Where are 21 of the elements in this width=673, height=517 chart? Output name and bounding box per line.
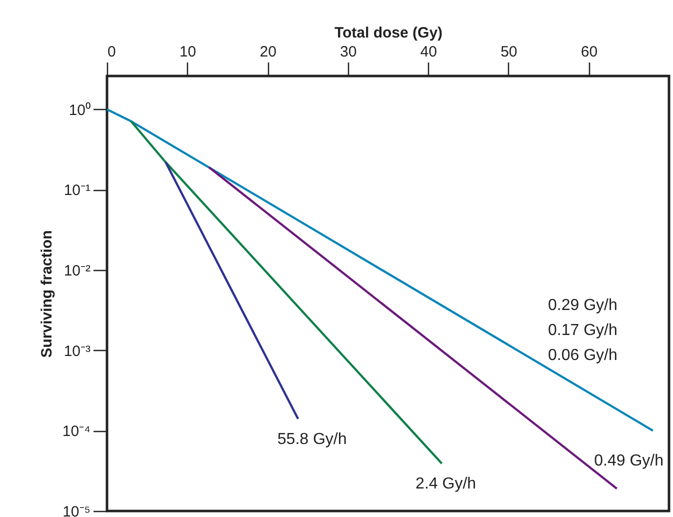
x-tick-label: 60 bbox=[580, 44, 598, 60]
y-axis-title: Surviving fraction bbox=[38, 230, 56, 358]
annotation: 0.17 Gy/h bbox=[548, 322, 618, 339]
x-tick-label: 30 bbox=[340, 44, 357, 60]
x-tick-label: 40 bbox=[420, 44, 437, 60]
y-tick-label: 10⁻³ bbox=[64, 342, 90, 360]
series-label: 0.49 Gy/h bbox=[594, 452, 664, 470]
annotation: 0.29 Gy/h bbox=[548, 297, 618, 314]
series-label: 55.8 Gy/h bbox=[277, 430, 347, 448]
annotation: 0.06 Gy/h bbox=[548, 347, 618, 364]
y-tick-label: 10⁰ bbox=[68, 102, 90, 119]
y-tick-label: 10⁻² bbox=[64, 262, 90, 280]
x-tick-label: 50 bbox=[500, 44, 518, 60]
y-tick-label: 10⁻¹ bbox=[64, 182, 90, 200]
x-tick-label: 0 bbox=[108, 44, 116, 60]
x-tick-label: 20 bbox=[260, 44, 276, 60]
x-axis-title: Total dose (Gy) bbox=[334, 24, 443, 42]
y-tick-label: 10⁻⁴ bbox=[62, 423, 90, 440]
y-tick-label: 10⁻⁵ bbox=[62, 504, 90, 517]
x-tick-label: 10 bbox=[179, 44, 196, 60]
series-label: 2.4 Gy/h bbox=[416, 476, 476, 493]
